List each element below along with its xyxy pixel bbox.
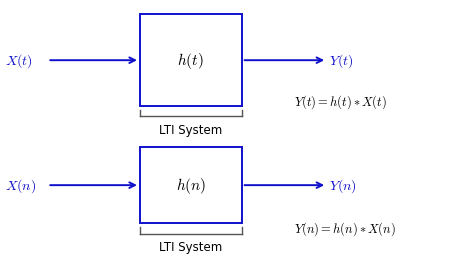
Text: $Y(n)$: $Y(n)$ [329, 177, 357, 194]
Text: LTI System: LTI System [159, 123, 222, 136]
Text: $h(n)$: $h(n)$ [175, 176, 206, 195]
Text: $Y(t) = h(t) * X(t)$: $Y(t) = h(t) * X(t)$ [294, 93, 387, 110]
Text: $X(t)$: $X(t)$ [5, 52, 33, 70]
Text: $h(t)$: $h(t)$ [177, 51, 204, 71]
Text: $Y(n) = h(n) * X(n)$: $Y(n) = h(n) * X(n)$ [294, 220, 396, 237]
Bar [140, 147, 242, 224]
Bar [140, 15, 242, 107]
Text: LTI System: LTI System [159, 240, 222, 253]
Text: $X(n)$: $X(n)$ [5, 177, 36, 194]
Text: $Y(t)$: $Y(t)$ [329, 52, 354, 70]
